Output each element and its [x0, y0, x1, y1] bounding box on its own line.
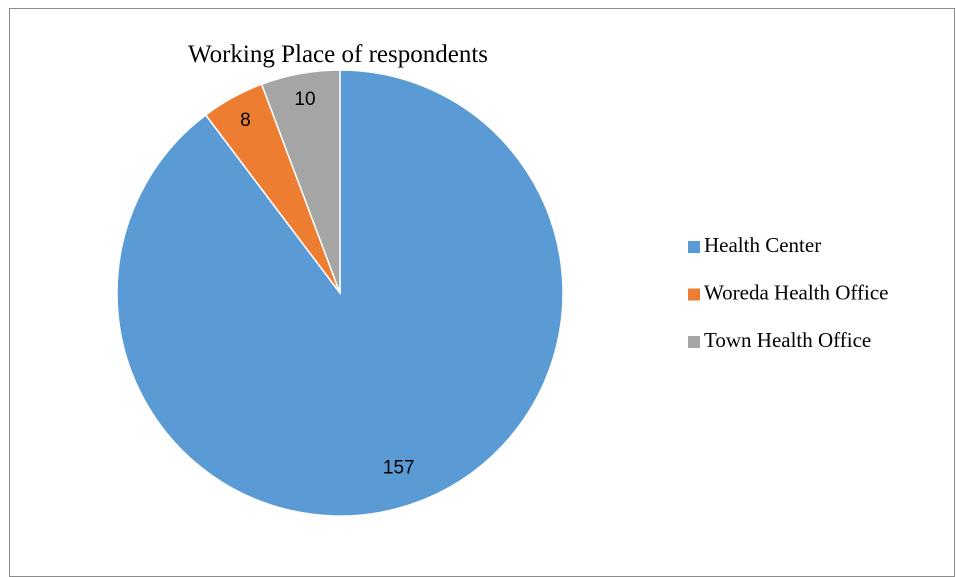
legend-label: Health Center — [704, 233, 821, 257]
legend-swatch — [688, 288, 700, 301]
pie-slice — [260, 69, 341, 294]
chart-title: Working Place of respondents — [188, 41, 488, 68]
legend-label: Woreda Health Office — [704, 280, 889, 304]
data-label: 10 — [294, 89, 315, 110]
data-label: 157 — [383, 458, 415, 479]
data-label: 8 — [240, 110, 251, 131]
legend-label: Town Health Office — [704, 328, 871, 352]
legend-swatch — [688, 336, 700, 348]
legend-swatch — [688, 241, 700, 253]
